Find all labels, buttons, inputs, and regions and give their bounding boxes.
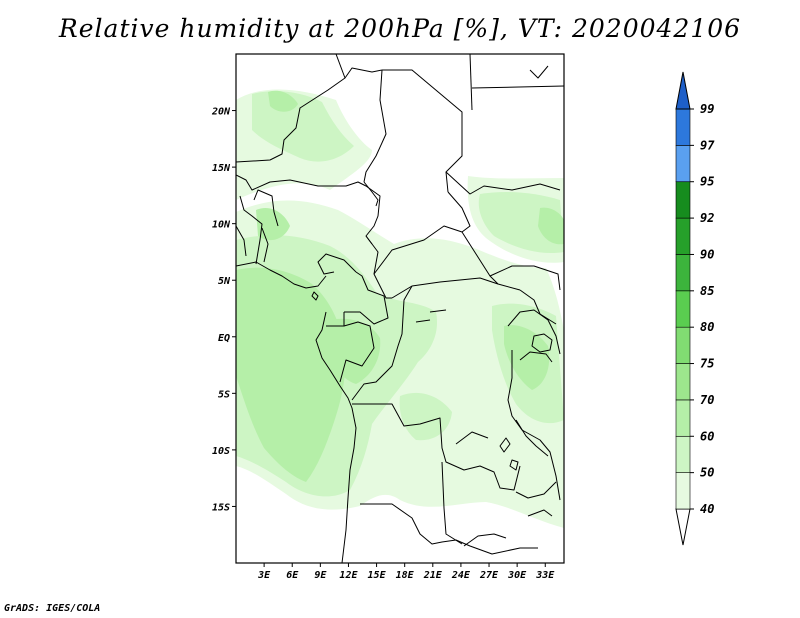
grads-credit: GrADS: IGES/COLA (4, 603, 101, 614)
chart-title: Relative humidity at 200hPa [%], VT: 202… (58, 14, 742, 43)
colorbar-label: 70 (700, 393, 714, 407)
colorbar-segment (675, 472, 691, 510)
lat-tick-label: 5S (218, 389, 230, 400)
latitude-axis: 20N 15N 10N 5N EQ 5S 10S 15S (211, 107, 236, 513)
colorbar-segment (675, 217, 691, 255)
colorbar-label: 99 (700, 102, 714, 116)
colorbar-bottom-extension (675, 508, 691, 546)
colorbar-label: 75 (700, 357, 714, 371)
lat-tick-label: 15N (212, 163, 231, 174)
colorbar-label: 85 (700, 284, 714, 298)
humidity-level-70 (236, 90, 564, 482)
colorbar-top-extension (675, 71, 691, 110)
lon-tick-label: 6E (286, 570, 299, 581)
lon-tick-label: 9E (314, 570, 327, 581)
colorbar-label: 92 (700, 211, 714, 225)
lat-tick-label: 10S (212, 446, 230, 457)
colorbar-segment (675, 326, 691, 364)
humidity-shading (236, 89, 564, 528)
colorbar-segment (675, 181, 691, 219)
longitude-axis: 3E 6E 9E 12E 15E 18E 21E 24E 27E 30E 33E (257, 563, 555, 581)
lon-tick-label: 33E (535, 570, 555, 581)
lon-tick-label: 21E (423, 570, 443, 581)
map-frame (235, 53, 565, 564)
colorbar-label: 60 (700, 429, 714, 443)
colorbar-label: 50 (700, 466, 714, 480)
colorbar-label: 80 (700, 320, 714, 334)
lat-tick-label: 20N (211, 107, 231, 118)
colorbar: 40 50 60 70 75 80 85 90 92 95 97 99 (675, 71, 715, 546)
lon-tick-label: 24E (451, 570, 471, 581)
lat-tick-label: EQ (218, 333, 230, 344)
lat-tick-label: 5N (218, 276, 231, 287)
lon-tick-label: 27E (479, 570, 499, 581)
country-borders (236, 54, 564, 563)
lon-tick-label: 12E (339, 570, 358, 581)
colorbar-segment (675, 435, 691, 473)
colorbar-segment (675, 290, 691, 328)
lon-tick-label: 15E (368, 570, 387, 581)
lon-tick-label: 30E (507, 570, 527, 581)
colorbar-label: 95 (700, 175, 714, 189)
lon-tick-label: 18E (396, 570, 415, 581)
lon-tick-label: 3E (257, 570, 271, 581)
lat-tick-label: 15S (212, 502, 230, 513)
colorbar-label: 97 (700, 138, 715, 152)
colorbar-label: 90 (700, 247, 714, 261)
colorbar-label: 40 (700, 502, 714, 516)
colorbar-segment (675, 145, 691, 183)
colorbar-segment (675, 399, 691, 437)
colorbar-segment (675, 254, 691, 292)
colorbar-segment (675, 363, 691, 401)
lat-tick-label: 10N (212, 220, 231, 231)
colorbar-segment (675, 108, 691, 146)
